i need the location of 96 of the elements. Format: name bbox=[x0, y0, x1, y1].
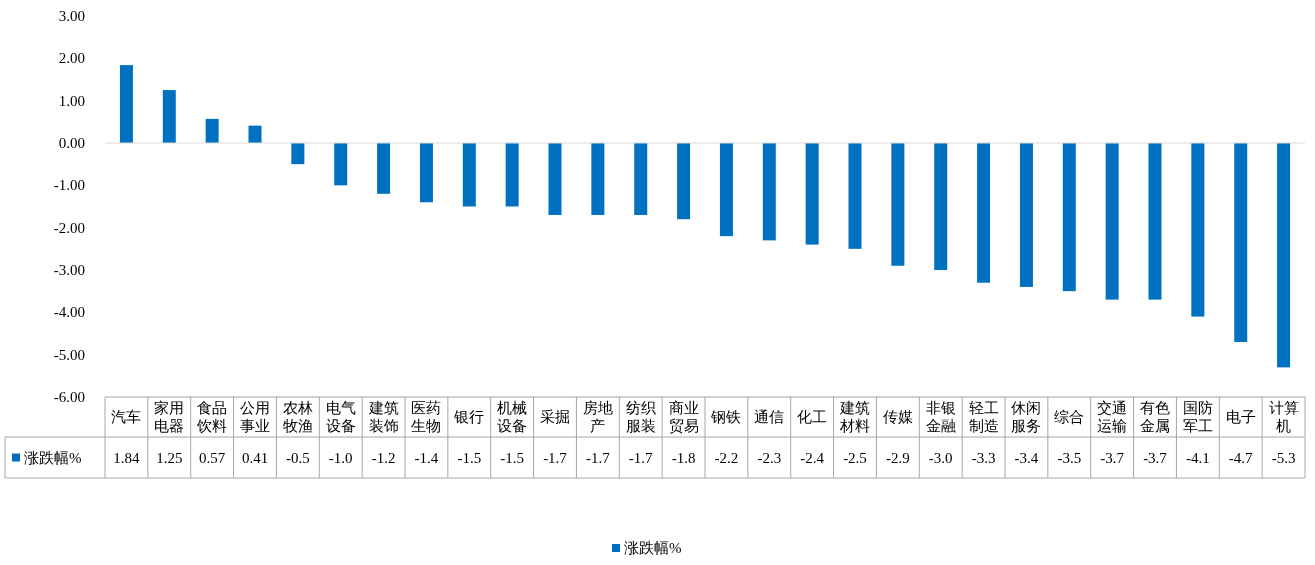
bar bbox=[548, 143, 562, 215]
text: -3.3 bbox=[971, 449, 996, 466]
text: -1.0 bbox=[328, 449, 353, 466]
x-tick-label: 公用事业 bbox=[240, 400, 270, 434]
bar bbox=[1062, 143, 1076, 292]
text: -1.4 bbox=[414, 449, 439, 466]
bar bbox=[205, 118, 219, 143]
x-tick-label: 钢铁 bbox=[710, 409, 742, 425]
text: 1.84 bbox=[113, 449, 140, 466]
bar bbox=[377, 143, 391, 194]
y-tick-label: -1.00 bbox=[53, 177, 85, 194]
x-tick-label: 医药生物 bbox=[411, 400, 442, 434]
bar bbox=[1234, 143, 1248, 342]
text: -4.7 bbox=[1228, 449, 1253, 466]
y-tick-label: -3.00 bbox=[53, 262, 85, 278]
bar bbox=[1105, 143, 1119, 300]
bar bbox=[891, 143, 905, 266]
x-tick-label: 轻工制造 bbox=[968, 400, 999, 434]
text: -0.5 bbox=[285, 449, 310, 466]
text: -4.1 bbox=[1185, 449, 1210, 466]
text: -3.4 bbox=[1014, 449, 1039, 466]
bar bbox=[119, 65, 133, 143]
text: 1.25 bbox=[156, 449, 183, 466]
x-tick-label: 建筑材料 bbox=[839, 400, 870, 434]
text: -2.3 bbox=[757, 449, 782, 466]
x-tick-label: 房地产 bbox=[582, 400, 613, 434]
text: -2.4 bbox=[800, 449, 825, 466]
text: -3.0 bbox=[928, 449, 953, 466]
x-tick-label: 食品饮料 bbox=[196, 400, 228, 434]
text: -3.7 bbox=[1143, 449, 1167, 466]
bar bbox=[1019, 143, 1033, 287]
bar bbox=[848, 143, 862, 249]
x-tick-label: 机械设备 bbox=[497, 400, 528, 434]
x-tick-label: 纺织服装 bbox=[625, 400, 656, 434]
bar bbox=[634, 143, 648, 215]
text: -1.8 bbox=[671, 449, 696, 466]
x-tick-label: 家用电器 bbox=[154, 400, 185, 434]
x-tick-label: 综合 bbox=[1054, 409, 1085, 425]
x-tick-label: 建筑装饰 bbox=[367, 400, 399, 434]
text: -3.5 bbox=[1057, 449, 1082, 466]
bar bbox=[719, 143, 733, 237]
bar bbox=[934, 143, 948, 270]
x-tick-label: 农林牧渔 bbox=[282, 400, 313, 434]
x-tick-label: 休闲服务 bbox=[1011, 400, 1042, 434]
text: -1.7 bbox=[543, 449, 567, 466]
x-tick-label: 计算机 bbox=[1268, 400, 1299, 434]
x-tick-label: 汽车 bbox=[111, 409, 142, 425]
x-tick-label: 非银金融 bbox=[925, 400, 956, 434]
x-tick-label: 银行 bbox=[453, 409, 485, 425]
text: -2.5 bbox=[843, 449, 867, 466]
bar bbox=[591, 143, 605, 215]
text: -2.9 bbox=[885, 449, 910, 466]
x-tick-label: 化工 bbox=[797, 409, 828, 425]
legend: 涨跌幅% bbox=[612, 540, 682, 556]
y-tick-label: -5.00 bbox=[53, 346, 85, 363]
text: -1.2 bbox=[371, 449, 396, 466]
text: -1.5 bbox=[500, 449, 525, 466]
x-tick-label: 传媒 bbox=[882, 409, 913, 425]
bar bbox=[462, 143, 476, 207]
y-tick-label: -6.00 bbox=[53, 389, 85, 405]
bar bbox=[419, 143, 433, 203]
text: -1.7 bbox=[628, 449, 653, 466]
x-tick-label: 通信 bbox=[754, 409, 785, 425]
text: 0.41 bbox=[241, 449, 269, 466]
bar bbox=[762, 143, 776, 241]
y-tick-label: 0.00 bbox=[58, 135, 85, 151]
text: -1.7 bbox=[585, 449, 610, 466]
bar bbox=[977, 143, 991, 283]
bar bbox=[805, 143, 819, 245]
bar bbox=[677, 143, 691, 220]
bar bbox=[1277, 143, 1291, 368]
text: -1.5 bbox=[457, 449, 482, 466]
bar bbox=[162, 90, 176, 143]
bar bbox=[505, 143, 519, 207]
bar bbox=[334, 143, 348, 186]
y-tick-label: -2.00 bbox=[53, 219, 85, 236]
text: -3.7 bbox=[1100, 449, 1125, 466]
bar bbox=[291, 143, 305, 165]
y-tick-label: 1.00 bbox=[58, 92, 85, 109]
x-tick-label: 国防军工 bbox=[1182, 400, 1213, 434]
bar bbox=[248, 125, 262, 143]
x-tick-label: 商业贸易 bbox=[668, 400, 699, 434]
y-tick-label: 3.00 bbox=[58, 8, 85, 24]
y-tick-label: 2.00 bbox=[58, 50, 85, 67]
x-tick-label: 交通运输 bbox=[1097, 400, 1128, 434]
x-tick-label: 电子 bbox=[1225, 409, 1256, 425]
text: -5.3 bbox=[1271, 449, 1296, 466]
text: 0.57 bbox=[199, 449, 226, 466]
x-tick-label: 有色金属 bbox=[1140, 400, 1170, 434]
bar bbox=[1148, 143, 1162, 300]
x-tick-label: 采掘 bbox=[540, 409, 570, 425]
bar bbox=[1191, 143, 1205, 317]
legend-label: 涨跌幅% bbox=[24, 449, 82, 466]
y-tick-label: -4.00 bbox=[53, 304, 85, 321]
text: -2.2 bbox=[714, 449, 739, 466]
x-tick-label: 电气设备 bbox=[325, 400, 356, 434]
